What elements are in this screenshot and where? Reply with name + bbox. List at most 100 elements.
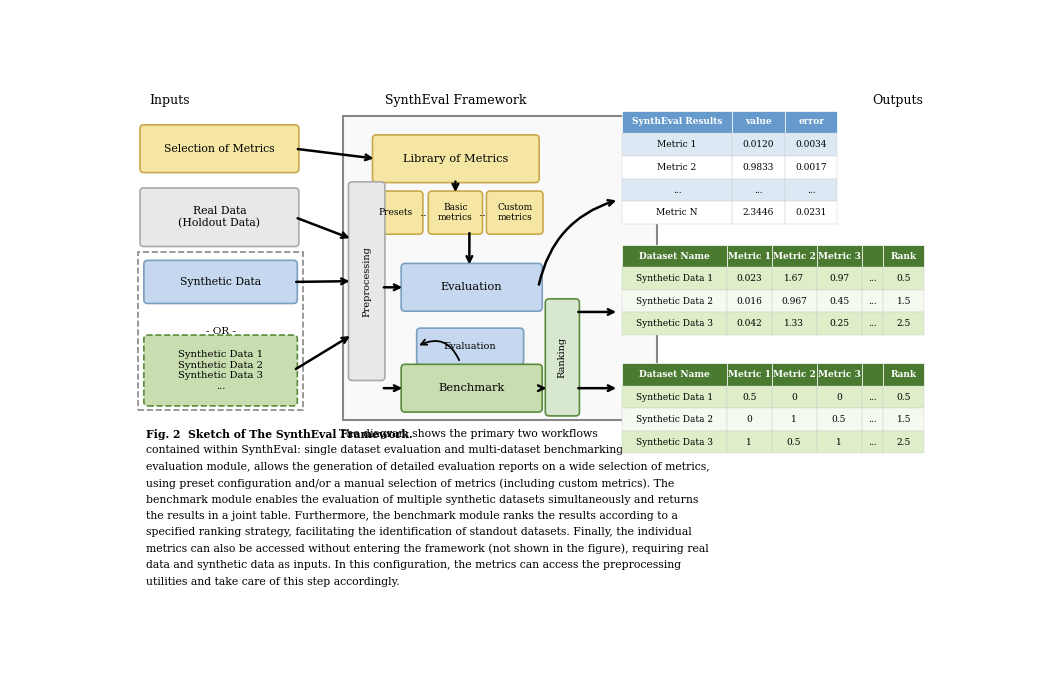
Text: the results in a joint table. Furthermore, the benchmark module ranks the result: the results in a joint table. Furthermor…: [146, 511, 678, 521]
Text: value: value: [745, 117, 771, 127]
Text: contained within SynthEval: single dataset evaluation and multi-dataset benchmar: contained within SynthEval: single datas…: [146, 445, 703, 456]
Text: Metric N: Metric N: [656, 208, 698, 217]
Text: Outputs: Outputs: [873, 94, 924, 107]
Text: 0.042: 0.042: [736, 319, 762, 328]
Bar: [771, 386, 817, 409]
Bar: [622, 156, 732, 178]
Bar: [771, 244, 817, 267]
Bar: [817, 386, 861, 409]
Bar: [883, 386, 925, 409]
Text: specified ranking strategy, facilitating the identification of standout datasets: specified ranking strategy, facilitating…: [146, 527, 692, 537]
FancyBboxPatch shape: [144, 260, 297, 304]
Bar: [727, 267, 771, 290]
Text: Basic
metrics: Basic metrics: [438, 203, 473, 222]
Text: ...: ...: [868, 274, 877, 283]
Text: Metric 3: Metric 3: [818, 251, 860, 261]
Bar: [883, 431, 925, 454]
Text: using preset configuration and/or a manual selection of metrics (including custo: using preset configuration and/or a manu…: [146, 478, 674, 489]
Text: Metric 1: Metric 1: [728, 251, 770, 261]
Bar: [732, 133, 785, 156]
Text: 2.5: 2.5: [896, 438, 911, 447]
Text: ..: ..: [420, 206, 427, 219]
Text: benchmark module enables the evaluation of multiple synthetic datasets simultane: benchmark module enables the evaluation …: [146, 494, 698, 505]
Text: 0: 0: [836, 393, 842, 402]
Bar: [771, 267, 817, 290]
Bar: [883, 267, 925, 290]
Text: Synthetic Data 2: Synthetic Data 2: [636, 296, 713, 306]
FancyBboxPatch shape: [140, 188, 298, 247]
Text: error: error: [798, 117, 824, 127]
FancyBboxPatch shape: [348, 182, 385, 381]
Text: metrics can also be accessed without entering the framework (not shown in the fi: metrics can also be accessed without ent…: [146, 544, 709, 554]
Bar: [785, 133, 838, 156]
Bar: [622, 364, 727, 386]
Bar: [817, 431, 861, 454]
Bar: [771, 313, 817, 335]
Bar: [861, 409, 883, 431]
Bar: [732, 178, 785, 202]
Bar: [785, 178, 838, 202]
Text: SynthEval Results: SynthEval Results: [632, 117, 723, 127]
Text: Synthetic Data: Synthetic Data: [180, 277, 261, 287]
Bar: [861, 386, 883, 409]
Text: ...: ...: [868, 415, 877, 424]
Text: Synthetic Data 1: Synthetic Data 1: [636, 274, 713, 283]
Text: Fig. 2  Sketch of The SynthEval Framework.: Fig. 2 Sketch of The SynthEval Framework…: [146, 429, 413, 440]
Text: Inputs: Inputs: [149, 94, 189, 107]
Bar: [622, 431, 727, 454]
Text: ...: ...: [868, 296, 877, 306]
FancyBboxPatch shape: [401, 264, 543, 311]
Text: 1.67: 1.67: [784, 274, 804, 283]
Text: ..: ..: [478, 206, 487, 219]
Bar: [785, 110, 838, 133]
Bar: [771, 364, 817, 386]
Bar: [732, 156, 785, 178]
Bar: [622, 409, 727, 431]
Text: 0.5: 0.5: [832, 415, 846, 424]
Bar: [727, 244, 771, 267]
Bar: [771, 409, 817, 431]
Text: Synthetic Data 3: Synthetic Data 3: [636, 438, 713, 447]
Text: ...: ...: [754, 186, 763, 195]
Text: 0.967: 0.967: [781, 296, 807, 306]
Text: Evaluation Report: Evaluation Report: [622, 112, 744, 125]
Text: 0.9833: 0.9833: [743, 163, 774, 172]
FancyBboxPatch shape: [417, 328, 524, 365]
FancyBboxPatch shape: [401, 364, 543, 412]
Text: ...: ...: [868, 393, 877, 402]
Bar: [883, 290, 925, 313]
Bar: [817, 313, 861, 335]
Text: ...: ...: [868, 438, 877, 447]
Text: Ranking: Ranking: [558, 337, 567, 378]
Text: Metric 2: Metric 2: [772, 370, 816, 379]
Text: - OR -: - OR -: [205, 328, 236, 336]
Bar: [817, 244, 861, 267]
Text: evaluation module, allows the generation of detailed evaluation reports on a wid: evaluation module, allows the generation…: [146, 462, 710, 472]
Text: Custom
metrics: Custom metrics: [497, 203, 532, 222]
Text: 0.016: 0.016: [736, 296, 762, 306]
Text: Evaluation: Evaluation: [441, 283, 503, 292]
Text: Library of Metrics: Library of Metrics: [403, 154, 509, 163]
Text: 0.25: 0.25: [829, 319, 850, 328]
Text: Metric 2: Metric 2: [657, 163, 697, 172]
Text: 0: 0: [791, 393, 797, 402]
Text: Selection of Metrics: Selection of Metrics: [164, 144, 275, 154]
Bar: [883, 313, 925, 335]
FancyBboxPatch shape: [428, 191, 482, 234]
Bar: [883, 244, 925, 267]
Bar: [732, 110, 785, 133]
Text: 2.3446: 2.3446: [743, 208, 774, 217]
Text: Metric 2: Metric 2: [772, 251, 816, 261]
Text: Metric 3: Metric 3: [818, 370, 860, 379]
Text: 0.5: 0.5: [742, 393, 756, 402]
Bar: [622, 290, 727, 313]
Bar: [817, 364, 861, 386]
FancyBboxPatch shape: [140, 125, 298, 172]
Text: 0.5: 0.5: [896, 274, 911, 283]
Text: 0: 0: [746, 415, 752, 424]
Text: Presets: Presets: [379, 208, 413, 217]
Bar: [817, 409, 861, 431]
Text: 0.5: 0.5: [787, 438, 801, 447]
Bar: [883, 364, 925, 386]
Text: Rank values: Rank values: [622, 364, 704, 377]
